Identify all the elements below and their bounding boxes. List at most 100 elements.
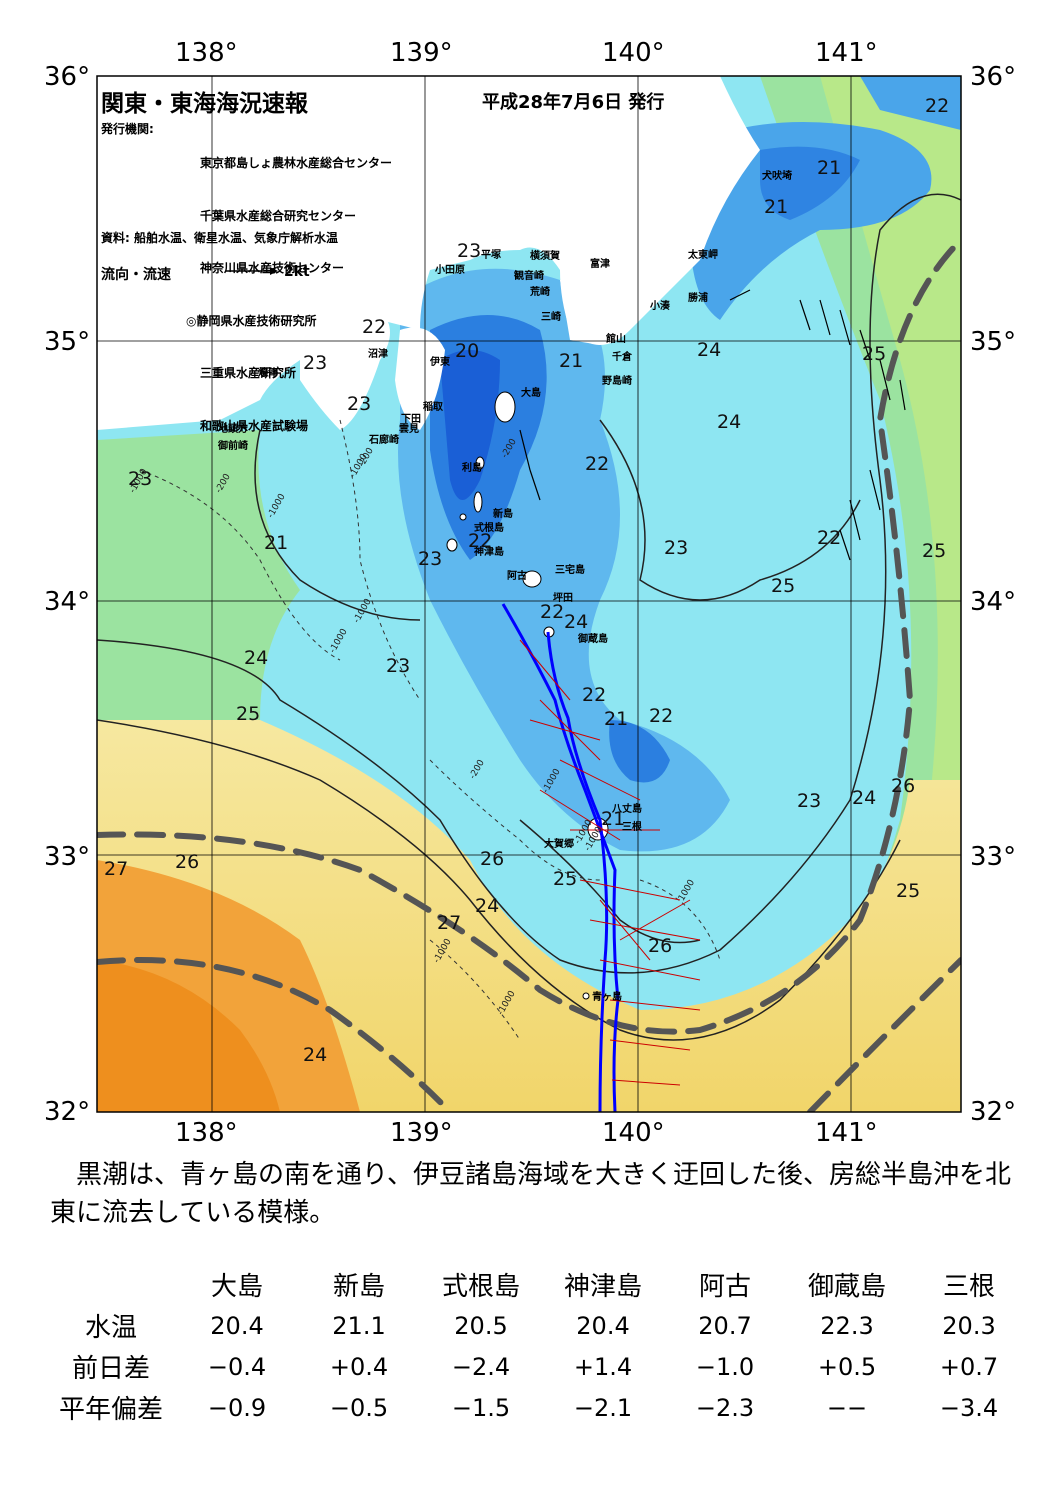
table-row: 平年偏差 −0.9 −0.5 −1.5 −2.1 −2.3 −− −3.4 — [46, 1387, 1030, 1428]
isotherm-label: 24 — [303, 1044, 328, 1066]
table-cell: −2.3 — [695, 1393, 755, 1422]
place-label: 野島崎 — [602, 376, 632, 387]
place-label: 富津 — [590, 259, 610, 270]
place-label: 勝浦 — [688, 293, 708, 304]
isotherm-label: 23 — [303, 352, 328, 374]
isotherm-label: 21 — [264, 532, 289, 554]
org-tokyo: 東京都島しょ農林水産総合センター — [200, 156, 393, 170]
isotherm-label: 21 — [601, 808, 626, 830]
isotherm-label: 22 — [468, 530, 493, 552]
col-oshima: 大島 — [210, 1272, 263, 1302]
isotherm-label: 26 — [648, 935, 673, 957]
isotherm-label: 26 — [480, 848, 505, 870]
isotherm-label: 24 — [244, 647, 269, 669]
isotherm-label: 20 — [455, 340, 480, 362]
isotherm-label: 21 — [764, 196, 789, 218]
col-shikinejima: 式根島 — [441, 1272, 520, 1302]
lon-label-139: 139° — [390, 38, 453, 68]
row-label-daydiff: 前日差 — [71, 1354, 150, 1384]
place-label: 御蔵島 — [578, 634, 608, 645]
table-cell: 20.3 — [942, 1311, 996, 1340]
table-cell: 20.4 — [576, 1311, 630, 1340]
place-label: 横須賀 — [530, 251, 560, 262]
table-header-row: 大島 新島 式根島 神津島 阿古 御蔵島 三根 — [46, 1264, 1030, 1305]
org-wakayama: 和歌山県水産試験場 — [200, 418, 309, 433]
col-niijima: 新島 — [332, 1272, 385, 1302]
isotherm-label: 27 — [437, 912, 462, 934]
isotherm-label: 24 — [475, 895, 500, 917]
isotherm-label: 25 — [236, 703, 261, 725]
isotherm-label: 25 — [922, 540, 947, 562]
lat-label-33-right: 33° — [970, 842, 1017, 872]
lat-label-36-right: 36° — [970, 62, 1017, 92]
observation-table: 大島 新島 式根島 神津島 阿古 御蔵島 三根 水温 20.4 21.1 20.… — [46, 1264, 1030, 1428]
isotherm-label: 23 — [386, 655, 411, 677]
col-mikurajima: 御蔵島 — [807, 1272, 886, 1302]
row-label-normaldiff: 平年偏差 — [58, 1395, 163, 1425]
place-label: 沼津 — [368, 349, 388, 360]
lon-label-141: 141° — [815, 38, 878, 68]
place-label: 平塚 — [481, 250, 501, 261]
isotherm-label: 24 — [697, 339, 722, 361]
table-cell: −− — [826, 1393, 868, 1422]
lon-label-140-bottom: 140° — [602, 1118, 665, 1148]
org-mie: 三重県水産研究所 — [200, 366, 297, 380]
place-label: 三宅島 — [555, 565, 585, 576]
lat-label-36: 36° — [44, 62, 91, 92]
place-label: 焼津 — [258, 368, 278, 379]
lat-label-33: 33° — [44, 842, 91, 872]
place-label: 阿古 — [507, 571, 527, 582]
lat-label-32: 32° — [44, 1097, 91, 1127]
table-cell: +0.4 — [329, 1352, 389, 1381]
table-cell: 20.5 — [454, 1311, 508, 1340]
publisher-organizations: 東京都島しょ農林水産総合センター 千葉県水産総合研究センター 神奈川県水産技術セ… — [186, 120, 393, 453]
place-label: 小田原 — [435, 265, 465, 276]
place-label: 観音崎 — [514, 271, 544, 282]
place-label: 小湊 — [650, 301, 670, 312]
map-title: 関東・東海海況速報 — [101, 91, 308, 117]
place-label: 御前崎 — [218, 441, 248, 452]
isotherm-label: 22 — [925, 95, 950, 117]
lat-label-34-right: 34° — [970, 587, 1017, 617]
table-cell: +0.7 — [939, 1352, 999, 1381]
place-label: 石廊崎 — [369, 435, 399, 446]
legend-label: 流向・流速 — [101, 267, 171, 283]
place-label: 地頭方 — [218, 424, 248, 435]
isotherm-label: 24 — [852, 787, 877, 809]
place-label: 青ヶ島 — [592, 992, 622, 1003]
isotherm-label: 24 — [564, 611, 589, 633]
isotherm-label: 23 — [347, 393, 372, 415]
legend-scale: 2kt — [284, 264, 310, 280]
table-cell: −2.1 — [573, 1393, 633, 1422]
table-cell: 22.3 — [820, 1311, 874, 1340]
place-label: 雲見 — [399, 424, 419, 435]
isotherm-label: 23 — [457, 240, 482, 262]
table-cell: −0.9 — [207, 1393, 267, 1422]
table-cell: 21.1 — [332, 1311, 386, 1340]
lon-label-139-bottom: 139° — [390, 1118, 453, 1148]
table-row: 前日差 −0.4 +0.4 −2.4 +1.4 −1.0 +0.5 +0.7 — [46, 1346, 1030, 1387]
place-label: 館山 — [606, 334, 626, 345]
lat-label-35: 35° — [44, 327, 91, 357]
col-ako: 阿古 — [698, 1272, 751, 1302]
table-cell: −1.0 — [695, 1352, 755, 1381]
isotherm-label: 23 — [418, 548, 443, 570]
place-label: 大島 — [521, 388, 541, 399]
table-row: 水温 20.4 21.1 20.5 20.4 20.7 22.3 20.3 — [46, 1305, 1030, 1346]
isotherm-label: 21 — [604, 708, 629, 730]
isotherm-label: 22 — [582, 684, 607, 706]
publisher-label: 発行機関: — [101, 122, 154, 136]
isotherm-label: 24 — [717, 411, 742, 433]
isotherm-label: 23 — [797, 790, 822, 812]
lon-label-138-bottom: 138° — [175, 1118, 238, 1148]
isotherm-label: 26 — [891, 775, 916, 797]
lat-label-35-right: 35° — [970, 327, 1017, 357]
isotherm-label: 25 — [862, 343, 887, 365]
isotherm-label: 21 — [559, 350, 584, 372]
place-label: 犬吠埼 — [762, 171, 792, 182]
table-cell: −0.5 — [329, 1393, 389, 1422]
lon-label-141-bottom: 141° — [815, 1118, 878, 1148]
isotherm-label: 21 — [817, 157, 842, 179]
isotherm-label: 22 — [540, 601, 565, 623]
isotherm-label: 25 — [896, 880, 921, 902]
